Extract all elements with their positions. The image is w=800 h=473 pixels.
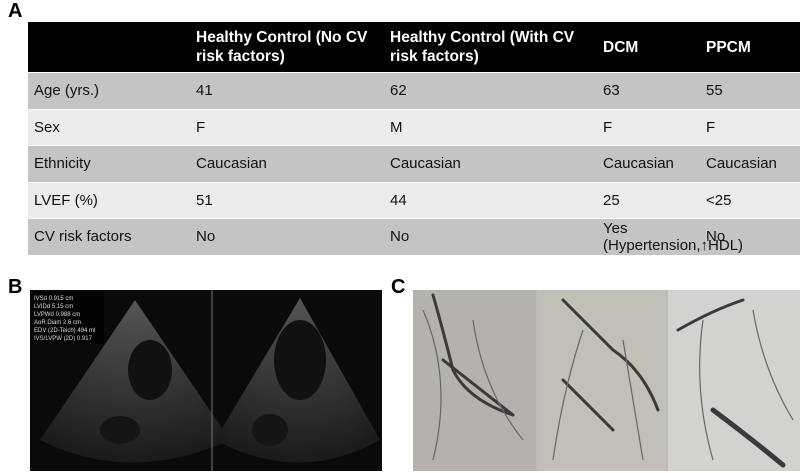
header-cell: DCM [597, 22, 700, 73]
table-cell: No [384, 218, 597, 255]
vessel [699, 319, 714, 461]
panel-label: C [391, 276, 406, 298]
table-cell: 62 [384, 72, 597, 109]
echo-image: IVSd 0.915 cm LVIDd 5.15 cm LVPWd 0.988 cm… [30, 290, 382, 471]
chamber [252, 414, 288, 446]
catheter [710, 407, 786, 468]
data-table: Healthy Control (No CV risk factors) Heal… [28, 22, 800, 255]
table-cell: Caucasian [597, 145, 700, 182]
vessel [676, 298, 745, 332]
panel-label: B [8, 276, 23, 298]
echo-measurement: IVSd 0.915 cm [34, 296, 73, 302]
table-cell: <25 [700, 181, 800, 219]
vessel [472, 319, 524, 441]
table-cell: 63 [597, 72, 700, 109]
vessel [561, 298, 660, 412]
header-cell: Healthy Control (No CV risk factors) [190, 22, 384, 73]
echo-measurement: LVPWd 0.988 cm [34, 312, 80, 318]
chamber [128, 340, 172, 400]
table-row: CV risk factors No No Yes (Hypertension,↑HD… [28, 218, 800, 255]
header-row: Healthy Control (No CV risk factors) Heal… [28, 22, 800, 73]
catheter [561, 378, 615, 432]
table-cell: F [597, 108, 700, 146]
table-cell: F [700, 108, 800, 146]
catheter [441, 358, 515, 417]
header-cell: Healthy Control (With CV risk factors) [384, 22, 597, 73]
table-cell: Yes (Hypertension,↑HDL) [597, 218, 743, 255]
header-cell: PPCM [700, 22, 800, 73]
angio-frame [413, 290, 536, 471]
table-row: Age (yrs.) 41 62 63 55 [28, 72, 800, 109]
vessel [552, 329, 584, 461]
table-cell: 44 [384, 181, 597, 219]
table-cell: LVEF (%) [28, 181, 190, 219]
table-cell: No [190, 218, 384, 255]
echo-svg: IVSd 0.915 cm LVIDd 5.15 cm LVPWd 0.988 cm… [32, 290, 380, 471]
table-row: LVEF (%) 51 44 25 <25 [28, 181, 800, 219]
table-row: Ethnicity Caucasian Caucasian Caucasian Cauc… [28, 145, 800, 182]
table-cell: Sex [28, 108, 190, 146]
echo-measurement: EDV (2D-Teich) 494 ml [34, 328, 95, 334]
table-cell: 41 [190, 72, 384, 109]
table-cell: M [384, 108, 597, 146]
vessel [622, 339, 644, 461]
panel-label: A [8, 0, 23, 22]
echo-measurement: IVS/LVPW (2D) 0.917 [34, 336, 93, 342]
table-cell: 51 [190, 181, 384, 219]
table-cell: Caucasian [700, 145, 800, 182]
table-cell: Age (yrs.) [28, 72, 190, 109]
table-cell: Caucasian [384, 145, 597, 182]
measure-box [32, 292, 104, 344]
table-cell: No [700, 218, 800, 255]
table-cell: Caucasian [190, 145, 384, 182]
echo-measurement: AoR Diam 2.6 cm [34, 320, 81, 326]
vessel [422, 309, 442, 461]
table-row: Sex F M F F [28, 108, 800, 146]
angio-frame [538, 290, 666, 471]
table-cell: F [190, 108, 384, 146]
table-cell: 55 [700, 72, 800, 109]
angio-svg [413, 290, 800, 471]
vessel [752, 309, 794, 421]
table-cell: 25 [597, 181, 700, 219]
header-cell [28, 22, 190, 73]
table-cell: Ethnicity [28, 145, 190, 182]
table-cell: CV risk factors [28, 218, 190, 255]
angio-image [413, 290, 800, 471]
angio-frame [668, 290, 800, 471]
chamber [100, 416, 140, 444]
chamber [274, 320, 326, 400]
echo-measurement: LVIDd 5.15 cm [34, 304, 73, 310]
vessel [431, 293, 515, 417]
